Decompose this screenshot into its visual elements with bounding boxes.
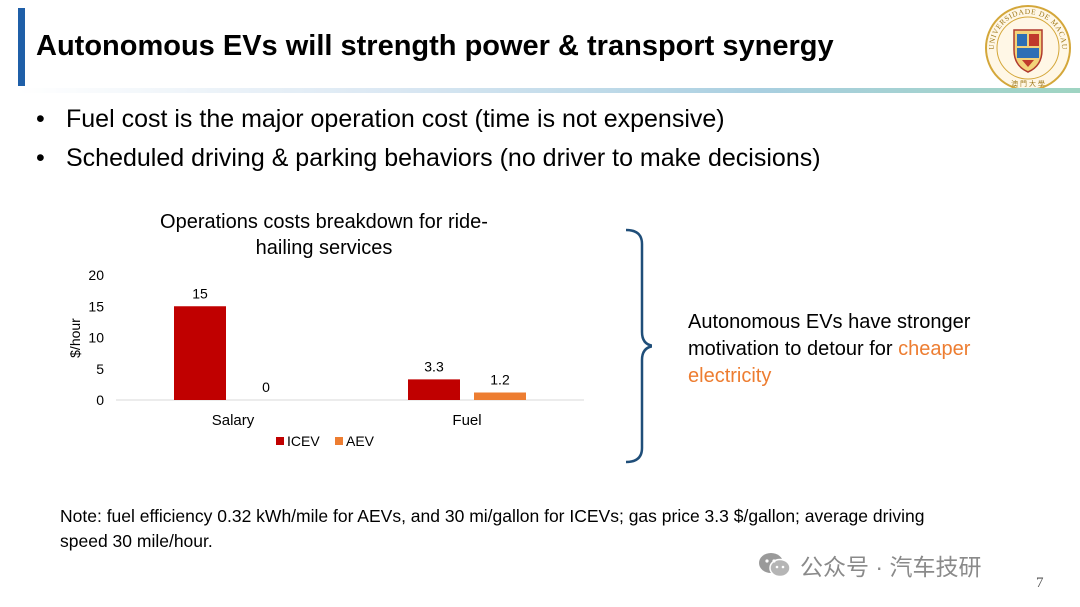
x-tick-label: Fuel — [452, 412, 481, 429]
y-axis-label: $/hour — [67, 318, 83, 358]
bullet-item: • Scheduled driving & parking behaviors (… — [36, 139, 821, 178]
x-tick-label: Salary — [212, 412, 255, 429]
bullet-list: • Fuel cost is the major operation cost (… — [36, 100, 821, 178]
data-label: 15 — [192, 285, 208, 301]
slide-title: Autonomous EVs will strength power & tra… — [36, 30, 834, 62]
watermark-text: 公众号 · 汽车技研 — [800, 554, 982, 580]
y-tick-label: 10 — [88, 330, 104, 346]
y-tick-label: 20 — [88, 267, 104, 283]
curly-brace — [625, 228, 652, 464]
bar-aev-fuel — [474, 392, 526, 400]
university-logo: UNIVERSIDADE DE MACAU 澳 門 大 學 — [985, 5, 1071, 91]
bullet-text: Scheduled driving & parking behaviors (n… — [66, 144, 821, 172]
legend-label: AEV — [346, 433, 375, 449]
data-label: 1.2 — [490, 372, 510, 388]
page-number: 7 — [1036, 575, 1044, 591]
watermark: 公众号 · 汽车技研 — [758, 548, 981, 582]
bar-icev-salary — [174, 306, 226, 400]
bullet-marker: • — [36, 144, 45, 172]
data-label: 0 — [262, 379, 270, 395]
legend-swatch-icev — [276, 437, 284, 445]
legend-swatch-aev — [335, 437, 343, 445]
bullet-marker: • — [36, 105, 45, 133]
chart-title: hailing services — [256, 237, 393, 259]
svg-text:澳 門 大 學: 澳 門 大 學 — [1011, 79, 1045, 88]
y-tick-label: 5 — [96, 361, 104, 377]
bullet-item: • Fuel cost is the major operation cost (… — [36, 100, 821, 139]
bar-icev-fuel — [408, 379, 460, 400]
chart-title: Operations costs breakdown for ride- — [160, 211, 488, 233]
y-tick-label: 0 — [96, 392, 104, 408]
bullet-text: Fuel cost is the major operation cost (t… — [66, 105, 725, 133]
y-tick-label: 15 — [88, 298, 104, 314]
title-divider — [18, 88, 1080, 93]
callout-highlight: cheaper electricity — [688, 338, 971, 387]
data-label: 3.3 — [424, 358, 444, 374]
cost-bar-chart: Operations costs breakdown for ride-hail… — [67, 211, 584, 449]
footnote: Note: fuel efficiency 0.32 kWh/mile for … — [60, 506, 925, 551]
callout-text: Autonomous EVs have stronger motivation … — [688, 309, 1048, 390]
title-accent-bar — [18, 8, 25, 86]
wechat-icon — [759, 553, 791, 578]
callout-main: Autonomous EVs have stronger motivation … — [688, 311, 971, 360]
legend-label: ICEV — [287, 433, 320, 449]
